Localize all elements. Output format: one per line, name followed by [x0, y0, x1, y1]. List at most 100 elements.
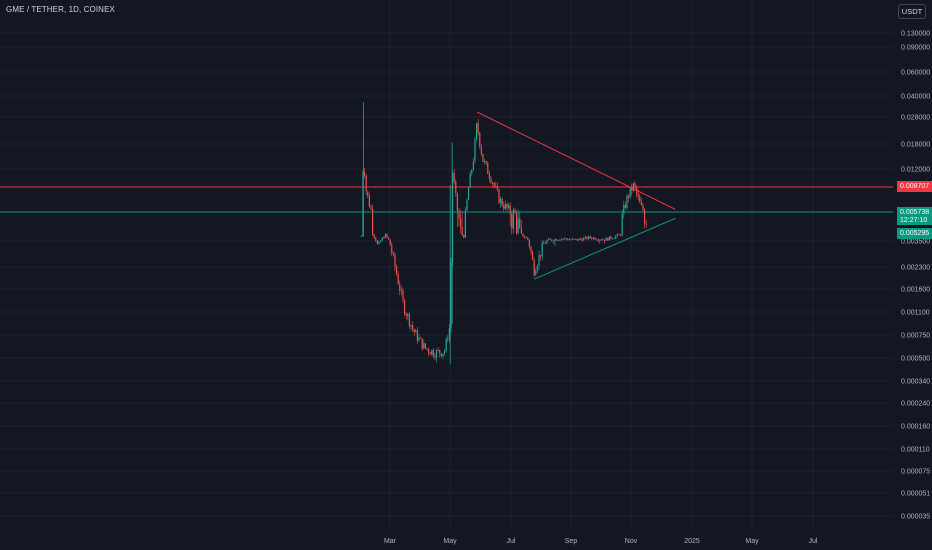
candle-body — [402, 290, 404, 301]
candle-body — [491, 182, 494, 184]
price-tick-label: 0.002300 — [901, 265, 930, 272]
candle-body — [627, 195, 630, 198]
candle-body — [413, 328, 415, 333]
candle-body — [616, 234, 618, 236]
candle-body — [426, 348, 428, 349]
candle-body — [594, 237, 596, 240]
candle-body — [631, 186, 633, 191]
candle-body — [559, 239, 561, 241]
candle-body — [487, 163, 489, 174]
candle-body — [405, 314, 407, 316]
currency-button[interactable]: USDT — [898, 4, 926, 19]
candle-body — [421, 338, 423, 349]
candle-body — [442, 353, 444, 357]
candle-body — [592, 237, 594, 239]
candle-body — [591, 237, 593, 239]
candle-body — [519, 218, 521, 228]
candle-body — [483, 161, 486, 162]
candle-body — [586, 236, 588, 240]
candle-body — [562, 238, 564, 240]
candle-body — [411, 325, 414, 329]
trendline — [476, 111, 676, 210]
candle-body — [461, 226, 463, 235]
candle-body — [549, 238, 551, 240]
candle-body — [387, 237, 390, 240]
candle-body — [523, 236, 526, 238]
time-tick-label: May — [443, 538, 457, 545]
drawings[interactable] — [0, 111, 893, 280]
candle-body — [416, 330, 418, 341]
candle-body — [608, 236, 610, 241]
resistance-badge-text: 0.008707 — [900, 183, 929, 190]
candle-body — [565, 238, 567, 240]
price-tick-label: 0.040000 — [901, 94, 930, 101]
candle-body — [399, 283, 401, 291]
candle-body — [599, 239, 601, 241]
candle-body — [485, 161, 487, 164]
grid — [0, 0, 893, 530]
candle-body — [419, 337, 422, 339]
candle-body — [381, 237, 383, 241]
support-badge-text: 0.005295 — [900, 230, 929, 237]
candle-body — [391, 245, 393, 253]
candle-body — [451, 173, 454, 263]
candle-body — [623, 204, 625, 214]
last-price-badge-bg — [897, 207, 932, 225]
candle-body — [536, 265, 538, 271]
candle-body — [543, 243, 545, 244]
time-tick-label: Nov — [625, 538, 638, 545]
candle-body — [427, 348, 430, 353]
price-tick-label: 0.130000 — [901, 31, 930, 38]
time-tick-label: May — [745, 538, 759, 545]
candle-body — [474, 139, 476, 162]
candle-body — [546, 240, 548, 243]
candle-body — [360, 236, 362, 237]
candle-body — [493, 183, 495, 186]
candle-body — [467, 187, 470, 200]
candle-body — [520, 227, 522, 234]
price-tick-label: 0.000035 — [901, 514, 930, 521]
candle-body — [437, 349, 439, 351]
candle-body — [525, 237, 527, 239]
candles — [360, 102, 647, 365]
candle-body — [530, 246, 532, 253]
price-tick-label: 0.001100 — [901, 310, 930, 317]
candle-body — [418, 337, 420, 341]
candle-body — [611, 238, 614, 240]
candle-body — [495, 185, 497, 187]
candle-body — [397, 274, 399, 284]
candle-body — [435, 349, 438, 358]
candle-body — [576, 239, 578, 241]
candle-body — [363, 171, 366, 176]
candle-body — [458, 210, 460, 219]
candle-body — [498, 189, 500, 204]
price-tick-label: 0.000075 — [901, 469, 930, 476]
price-tick-label: 0.018000 — [901, 142, 930, 149]
price-tick-label: 0.003500 — [901, 239, 930, 246]
candle-body — [365, 175, 367, 192]
candle-body — [379, 240, 382, 242]
candle-body — [466, 199, 468, 211]
candle-body — [579, 238, 582, 240]
candle-body — [389, 239, 391, 246]
candle-body — [477, 123, 479, 133]
candle-body — [603, 239, 606, 241]
candle-body — [575, 239, 577, 240]
candle-body — [645, 223, 647, 225]
candle-body — [587, 236, 590, 240]
price-tick-label: 0.000110 — [901, 447, 930, 454]
price-axis[interactable]: 0.130000 0.090000 0.060000 0.040000 0.028000… — [901, 31, 930, 521]
candle-body — [573, 238, 575, 240]
candle-body — [602, 239, 604, 241]
candle-body — [514, 209, 516, 213]
candle-body — [637, 193, 639, 197]
candle-body — [490, 178, 492, 183]
candle-body — [584, 236, 586, 238]
candle-body — [434, 356, 436, 358]
price-tick-label: 0.000750 — [901, 333, 930, 340]
candle-body — [488, 173, 490, 179]
time-axis[interactable]: Mar May Jul Sep Nov 2025 May Jul — [384, 538, 818, 545]
candle-body — [440, 353, 442, 357]
